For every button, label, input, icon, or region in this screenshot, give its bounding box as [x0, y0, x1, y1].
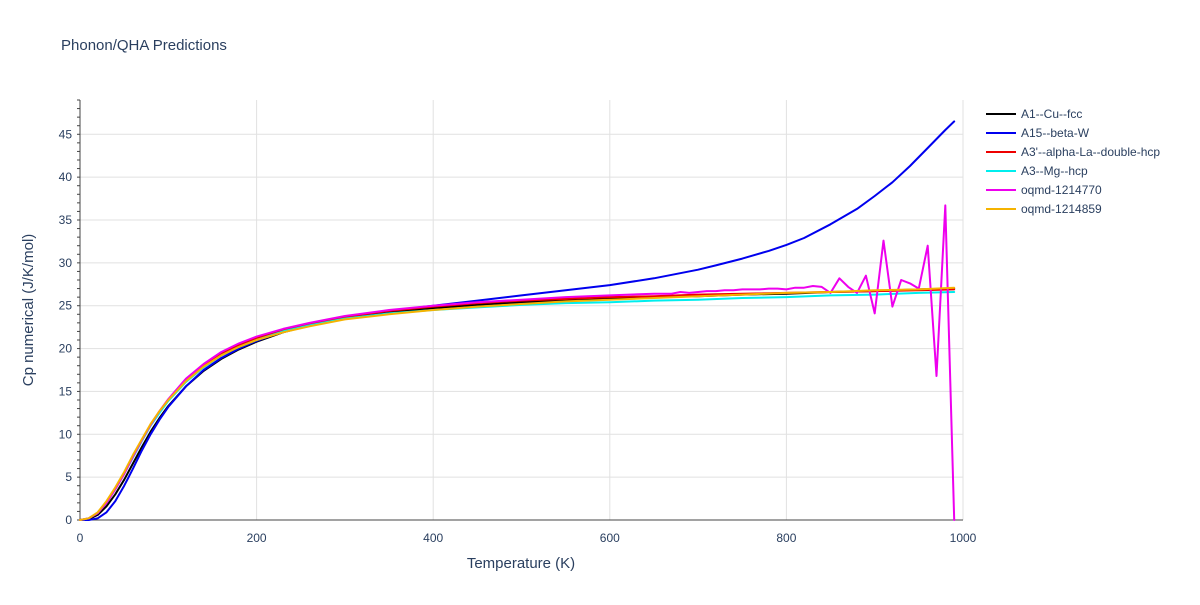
grid-layer	[80, 100, 964, 520]
plot-area	[79, 120, 956, 521]
y-tick-label: 15	[59, 384, 73, 398]
x-tick-label: 200	[247, 531, 267, 545]
legend-label: oqmd-1214770	[1021, 183, 1102, 197]
legend-label: A15--beta-W	[1021, 126, 1090, 140]
series-line-3	[79, 288, 956, 521]
y-axis-label: Cp numerical (J/K/mol)	[20, 234, 37, 387]
y-tick-label: 0	[65, 513, 72, 527]
y-tick-label: 25	[59, 299, 73, 313]
y-tick-label: 10	[59, 427, 73, 441]
y-tick-label: 5	[65, 470, 72, 484]
x-tick-label: 800	[776, 531, 796, 545]
series-line-4	[79, 291, 956, 521]
x-tick-label: 1000	[950, 531, 977, 545]
series-line-6	[79, 286, 956, 521]
legend-label: oqmd-1214859	[1021, 202, 1102, 216]
y-tick-label: 30	[59, 256, 73, 270]
series-line-2	[79, 120, 956, 521]
y-tick-label: 35	[59, 213, 73, 227]
legend-label: A1--Cu--fcc	[1021, 107, 1082, 121]
legend: A1--Cu--fcc A15--beta-W A3'--alpha-La--dou…	[986, 107, 1160, 216]
x-axis-label: Temperature (K)	[467, 555, 575, 572]
y-tick-label: 45	[59, 127, 73, 141]
chart-title: Phonon/QHA Predictions	[61, 37, 227, 54]
x-tick-label: 0	[77, 531, 84, 545]
series-line-1	[79, 287, 956, 521]
x-tick-label: 400	[423, 531, 443, 545]
y-tick-label: 20	[59, 342, 73, 356]
y-tick-label: 40	[59, 170, 73, 184]
x-tick-label: 600	[600, 531, 620, 545]
legend-label: A3--Mg--hcp	[1021, 164, 1088, 178]
legend-label: A3'--alpha-La--double-hcp	[1021, 145, 1160, 159]
axis-layer: 0 200 400 600 800 1000 0 5 10 15 20 25 30 35 40 45	[59, 99, 977, 545]
series-layer	[79, 120, 956, 521]
